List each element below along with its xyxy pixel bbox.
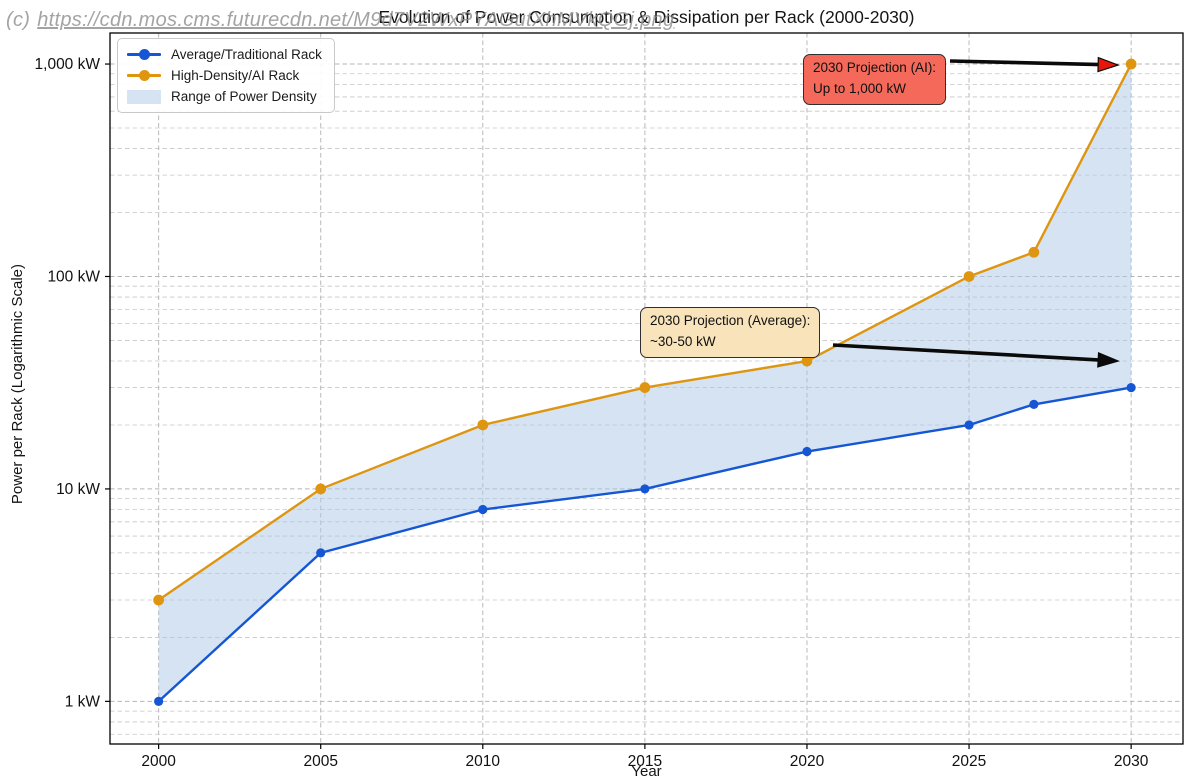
annotation-arrow-head	[1097, 56, 1120, 73]
legend: Average/Traditional Rack High-Density/AI…	[117, 38, 335, 113]
legend-item-range: Range of Power Density	[127, 87, 322, 106]
x-tick-label: 2010	[466, 753, 501, 770]
chart-title: Evolution of Power Consumption & Dissipa…	[378, 7, 915, 27]
x-tick-label: 2020	[790, 753, 825, 770]
data-point	[477, 419, 489, 431]
data-point	[964, 420, 974, 430]
data-point	[1126, 382, 1136, 393]
x-tick-label: 2005	[303, 753, 337, 770]
data-point	[802, 446, 812, 457]
y-tick-label: 100 kW	[47, 268, 100, 285]
y-axis-label: Power per Rack (Logarithmic Scale)	[9, 264, 26, 505]
data-point	[640, 484, 650, 494]
series-line-average-rack	[157, 386, 1132, 703]
x-axis-label: Year	[631, 763, 662, 780]
y-tick-label: 1,000 kW	[35, 56, 101, 73]
data-point	[316, 548, 326, 558]
legend-marker-dot	[138, 70, 150, 82]
watermark-prefix: (c)	[6, 9, 31, 31]
annotation-arrow-shaft	[949, 59, 1101, 67]
annotation-ai-2030: 2030 Projection (AI): Up to 1,000 kW	[803, 54, 947, 105]
y-tick-label: 10 kW	[56, 481, 100, 498]
annotation-text: Up to 1,000 kW	[813, 80, 907, 96]
plot-border	[109, 32, 1184, 745]
x-tick-label: 2030	[1114, 753, 1149, 770]
legend-label: High-Density/AI Rack	[171, 68, 300, 83]
data-point	[1125, 58, 1137, 70]
data-point	[153, 594, 165, 606]
data-point	[478, 504, 488, 515]
series-line-ai-rack	[157, 63, 1133, 602]
data-point	[639, 382, 651, 393]
watermark: (c) https://cdn.mos.cms.futurecdn.net/M9d…	[6, 9, 674, 32]
legend-item-average-rack: Average/Traditional Rack	[127, 45, 322, 64]
legend-patch-sample	[127, 89, 161, 104]
watermark-url: https://cdn.mos.cms.futurecdn.net/M9d7V2…	[37, 9, 675, 31]
legend-label: Average/Traditional Rack	[171, 47, 322, 62]
annotation-average-2030: 2030 Projection (Average): ~30-50 kW	[640, 307, 821, 358]
x-tick-label: 2025	[952, 753, 986, 770]
legend-label: Range of Power Density	[171, 89, 317, 104]
x-tick-label: 2000	[141, 753, 176, 770]
annotation-arrow-head	[1097, 352, 1120, 368]
annotation-text: 2030 Projection (AI):	[813, 60, 937, 75]
annotation-arrow-shaft	[832, 343, 1101, 362]
data-point	[1028, 246, 1040, 258]
legend-line-sample-orange	[127, 69, 161, 83]
data-point	[154, 696, 164, 706]
annotation-text: 2030 Projection (Average):	[650, 313, 811, 328]
power-density-range-fill	[158, 64, 1132, 702]
annotation-text: ~30-50 kW	[650, 333, 716, 349]
data-point	[1029, 399, 1039, 409]
legend-line-sample-blue	[127, 48, 161, 62]
data-point	[963, 271, 975, 282]
data-point	[801, 355, 813, 367]
x-tick-label: 2015	[628, 753, 662, 770]
data-point	[315, 483, 327, 495]
legend-marker-dot	[138, 49, 150, 61]
legend-item-ai-rack: High-Density/AI Rack	[127, 66, 322, 85]
y-tick-label: 1 kW	[65, 693, 101, 710]
